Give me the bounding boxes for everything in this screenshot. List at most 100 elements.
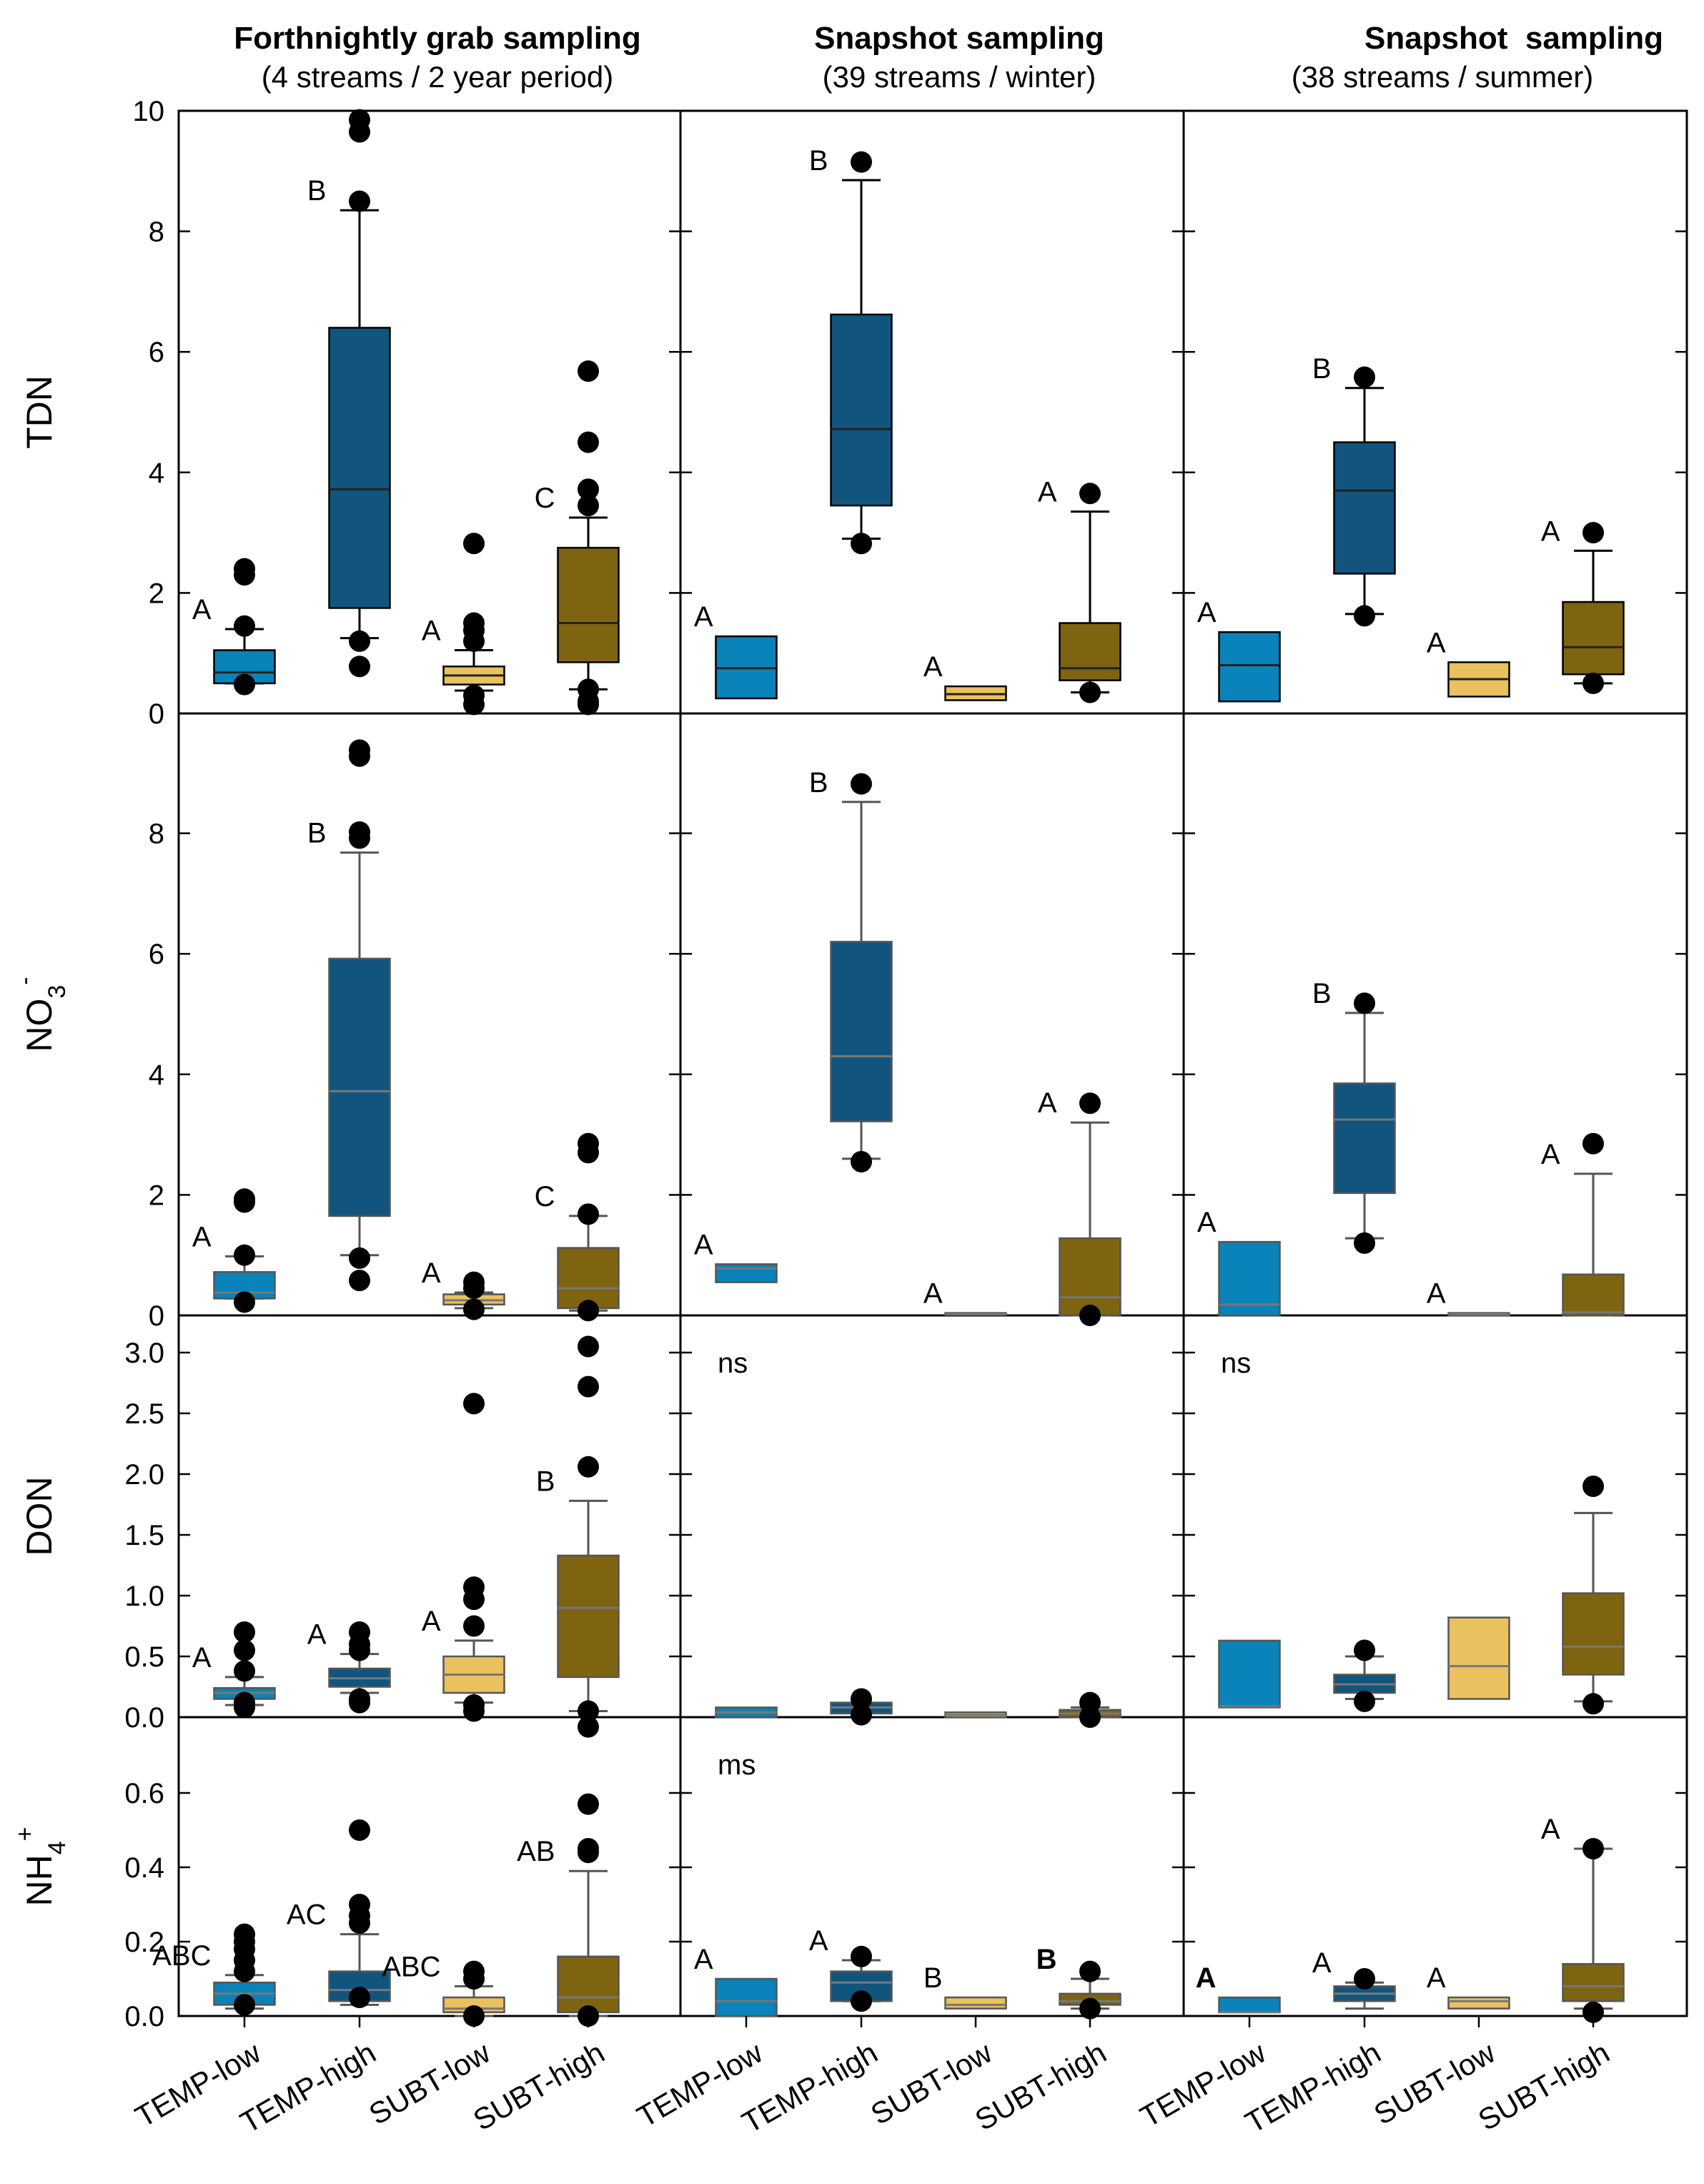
outlier-point — [234, 1291, 255, 1313]
outlier-point — [349, 1691, 370, 1714]
group-letter: A — [809, 1925, 828, 1957]
outlier-point — [851, 1688, 872, 1710]
box-subt-high — [1562, 1592, 1625, 1676]
y-tick-label: 1.5 — [124, 1520, 164, 1551]
y-tick-label: 6 — [149, 337, 164, 368]
group-letter: B — [307, 818, 327, 849]
group-letter: ABC — [382, 1951, 440, 1982]
outlier-point — [1354, 366, 1375, 388]
y-tick-label: 4 — [149, 458, 164, 489]
outlier-point — [349, 190, 370, 212]
panel-note: ms — [718, 1749, 756, 1781]
outlier-point — [851, 1945, 872, 1967]
outlier-point — [578, 1716, 599, 1738]
outlier-point — [578, 1700, 599, 1722]
y-tick-label: 6 — [149, 939, 164, 970]
group-letter: A — [1541, 1814, 1560, 1845]
outlier-point — [1079, 1691, 1101, 1714]
group-letter: A — [1196, 1962, 1217, 1994]
outlier-point — [1582, 672, 1604, 694]
y-axis-label: NO3- — [11, 977, 71, 1052]
outlier-point — [1582, 2001, 1604, 2023]
box-subt-high — [557, 1554, 620, 1679]
y-tick-label: 0 — [149, 1300, 164, 1332]
y-tick-label: 0.4 — [124, 1852, 164, 1884]
y-tick-label: 4 — [149, 1059, 164, 1091]
outlier-point — [349, 630, 370, 652]
outlier-point — [578, 360, 599, 382]
group-letter: B — [536, 1466, 555, 1497]
outlier-point — [1354, 1690, 1375, 1712]
outlier-point — [463, 693, 485, 716]
outlier-point — [851, 1151, 872, 1173]
x-tick-label: SUBT-high — [467, 2035, 610, 2137]
y-tick-label: 2 — [149, 1180, 164, 1211]
plot-area: 0246810TDNABACABAAABAA02468NO3-ABACABAAA… — [11, 96, 1688, 2140]
outlier-point — [234, 1923, 255, 1945]
outlier-point — [349, 1819, 370, 1841]
outlier-point — [234, 1691, 255, 1714]
box-subt-high — [557, 1247, 620, 1310]
group-letter: A — [923, 651, 943, 683]
box-temp-high — [830, 941, 893, 1122]
outlier-point — [851, 773, 872, 795]
outlier-point — [1354, 1968, 1375, 1990]
x-tick-label: SUBT-high — [969, 2035, 1111, 2137]
column-titles: Forthnightly grab sampling (4 streams / … — [234, 21, 1663, 94]
outlier-point — [234, 1660, 255, 1682]
outlier-point — [463, 612, 485, 634]
group-letter: A — [1197, 1207, 1217, 1238]
outlier-point — [578, 1375, 599, 1398]
outlier-point — [578, 1203, 599, 1225]
outlier-point — [1079, 1997, 1101, 2020]
y-axis-label: DON — [19, 1476, 59, 1556]
outlier-point — [234, 615, 255, 637]
outlier-point — [578, 693, 599, 716]
outlier-point — [851, 533, 872, 555]
box-subt-high — [1059, 1237, 1121, 1317]
outlier-point — [1582, 1132, 1604, 1155]
box-temp-high — [1333, 1082, 1396, 1195]
outlier-point — [463, 1960, 485, 1982]
y-axis-label: NH4+ — [11, 1827, 71, 1907]
group-letter: A — [694, 1229, 713, 1260]
outlier-point — [463, 1615, 485, 1637]
box-temp-high — [830, 313, 893, 507]
outlier-point — [234, 558, 255, 580]
outlier-point — [578, 1300, 599, 1322]
y-tick-label: 0.2 — [124, 1927, 164, 1958]
group-letter: AC — [287, 1899, 327, 1931]
group-letter: C — [535, 1181, 555, 1212]
y-tick-label: 2.5 — [124, 1398, 164, 1430]
group-letter: A — [192, 1221, 212, 1252]
box-temp-high — [328, 957, 391, 1217]
column-title-3: Snapshot sampling — [1364, 21, 1663, 56]
y-tick-label: 0.0 — [124, 1702, 164, 1734]
panel-note: ns — [1221, 1348, 1251, 1379]
outlier-point — [578, 478, 599, 500]
group-letter: AB — [517, 1836, 555, 1867]
y-tick-label: 10 — [133, 96, 165, 127]
box-subt-high — [557, 1955, 620, 2014]
outlier-point — [1582, 1476, 1604, 1497]
group-letter: B — [923, 1962, 943, 1994]
outlier-point — [1079, 1960, 1101, 1982]
y-tick-label: 2 — [149, 578, 164, 609]
outlier-point — [349, 1247, 370, 1269]
outlier-point — [1079, 1092, 1101, 1115]
group-letter: A — [694, 1944, 713, 1975]
box-temp-high — [328, 327, 391, 609]
outlier-point — [578, 431, 599, 453]
outlier-point — [578, 1456, 599, 1478]
group-letter: A — [192, 1642, 212, 1674]
column-title-1: Forthnightly grab sampling — [234, 21, 641, 56]
group-letter: B — [307, 175, 327, 207]
group-letter: A — [422, 615, 441, 646]
group-letter: B — [809, 767, 828, 799]
group-letter: A — [1541, 515, 1560, 547]
group-letter: A — [1427, 1278, 1446, 1310]
outlier-point — [578, 495, 599, 517]
y-tick-label: 0.0 — [124, 2001, 164, 2032]
box-subt-high — [1059, 622, 1121, 681]
